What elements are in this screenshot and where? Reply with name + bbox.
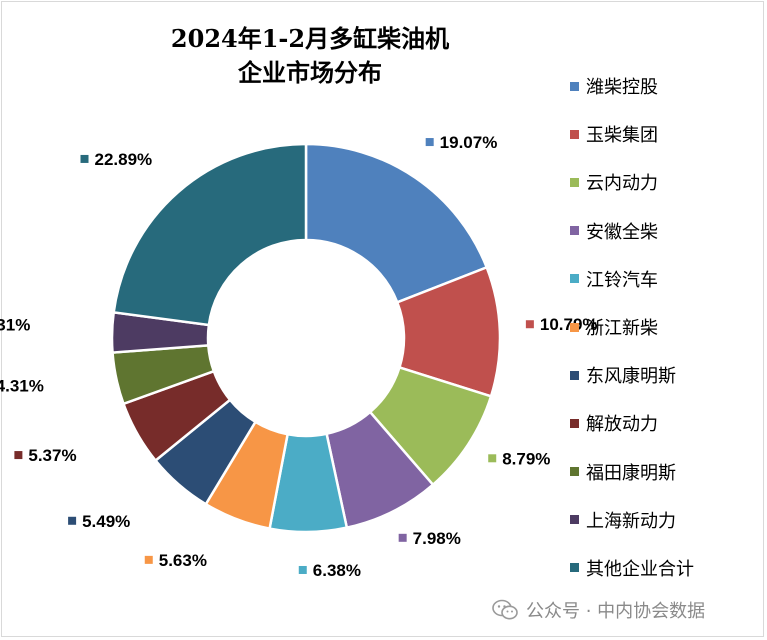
legend-label: 江铃汽车 [586, 269, 658, 291]
data-label-marker [14, 451, 23, 460]
data-label-玉柴集团: 10.79% [525, 315, 598, 334]
data-label-text: 7.98% [413, 529, 461, 548]
legend-item-浙江新柴: 浙江新柴 [570, 303, 760, 351]
legend-item-云内动力: 云内动力 [570, 158, 760, 206]
data-label-浙江新柴: 5.63% [144, 551, 207, 570]
legend-label: 解放动力 [586, 414, 658, 436]
legend-item-安徽全柴: 安徽全柴 [570, 207, 760, 255]
legend-swatch [570, 418, 579, 428]
data-label-marker [525, 320, 534, 329]
legend-item-江铃汽车: 江铃汽车 [570, 255, 760, 303]
data-label-text: 6.38% [313, 561, 361, 580]
legend-label: 安徽全柴 [586, 221, 658, 243]
chart-title: 2024年1-2月多缸柴油机 企业市场分布 [140, 22, 480, 90]
legend-swatch [570, 515, 579, 525]
data-label-marker [488, 454, 497, 463]
legend-swatch [570, 274, 579, 284]
data-label-text: 5.63% [159, 551, 207, 570]
legend-swatch [570, 177, 579, 187]
data-label-text: 4.31% [0, 377, 44, 396]
legend-item-福田康明斯: 福田康明斯 [570, 448, 760, 496]
data-label-云内动力: 8.79% [488, 449, 550, 468]
legend-swatch [570, 322, 579, 332]
legend-swatch [570, 129, 579, 139]
data-label-text: 22.89% [95, 150, 153, 169]
data-label-text: 10.79% [540, 315, 598, 334]
legend-item-潍柴控股: 潍柴控股 [570, 62, 760, 110]
donut-labels: 19.07% 10.79% 8.79% 7.98% 6.38% 5.63% 5.49% 5.3… [0, 133, 598, 580]
legend-swatch [570, 563, 579, 573]
data-label-text: 3.31% [0, 315, 30, 334]
data-label-marker [144, 555, 153, 564]
data-label-text: 19.07% [440, 133, 498, 152]
watermark-text: 公众号 · 中内协会数据 [526, 601, 706, 622]
legend-swatch [570, 467, 579, 477]
legend-label: 东风康明斯 [586, 366, 676, 388]
data-label-解放动力: 5.37% [14, 446, 77, 465]
legend-item-解放动力: 解放动力 [570, 399, 760, 447]
data-label-text: 5.49% [82, 512, 130, 531]
data-label-text: 5.37% [28, 446, 76, 465]
legend-label: 上海新动力 [586, 510, 676, 532]
legend-item-其他企业合计: 其他企业合计 [570, 544, 760, 592]
legend-item-玉柴集团: 玉柴集团 [570, 110, 760, 158]
legend-label: 浙江新柴 [586, 318, 658, 340]
data-label-marker [425, 138, 434, 147]
data-label-上海新动力: 3.31% [0, 315, 30, 334]
data-label-东风康明斯: 5.49% [68, 512, 130, 531]
data-label-江铃汽车: 6.38% [298, 561, 361, 580]
legend-label: 云内动力 [586, 173, 658, 195]
data-label-marker [298, 565, 307, 574]
legend-label: 福田康明斯 [586, 462, 676, 484]
data-label-安徽全柴: 7.98% [398, 529, 461, 548]
data-label-marker [398, 533, 407, 542]
data-label-text: 8.79% [502, 449, 550, 468]
donut-slices [110, 142, 502, 534]
chart-title-line-1: 2024年1-2月多缸柴油机 [170, 24, 450, 53]
watermark: 公众号 · 中内协会数据 [492, 596, 705, 624]
slice-潍柴控股 [304, 142, 489, 304]
data-label-其他企业合计: 22.89% [80, 150, 153, 169]
legend-swatch [570, 81, 579, 91]
data-label-marker [68, 516, 77, 525]
legend: 潍柴控股玉柴集团云内动力安徽全柴江铃汽车浙江新柴东风康明斯解放动力福田康明斯上海… [570, 62, 760, 592]
legend-label: 潍柴控股 [586, 77, 658, 99]
legend-swatch [570, 226, 579, 236]
wechat-icon [492, 599, 518, 620]
slice-其他企业合计 [112, 142, 308, 327]
data-label-福田康明斯: 4.31% [0, 377, 44, 396]
legend-item-东风康明斯: 东风康明斯 [570, 351, 760, 399]
legend-label: 其他企业合计 [586, 558, 694, 580]
legend-item-上海新动力: 上海新动力 [570, 496, 760, 544]
data-label-marker [80, 154, 89, 163]
legend-swatch [570, 370, 579, 380]
data-label-潍柴控股: 19.07% [425, 133, 498, 152]
legend-label: 玉柴集团 [586, 125, 658, 147]
chart-title-line-2: 企业市场分布 [238, 58, 382, 87]
